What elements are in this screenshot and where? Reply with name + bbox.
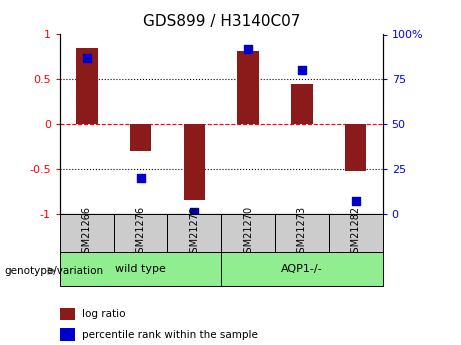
Title: GDS899 / H3140C07: GDS899 / H3140C07 (142, 14, 300, 29)
FancyBboxPatch shape (60, 214, 114, 252)
Point (83, 55, 90, 61)
Point (352, 199, 360, 204)
Bar (60, 308, 75, 320)
Text: GSM21266: GSM21266 (82, 206, 92, 259)
FancyBboxPatch shape (167, 214, 221, 252)
Bar (76, 48, 98, 124)
Point (191, 209, 198, 215)
Text: GSM21279: GSM21279 (189, 206, 200, 259)
Text: GSM21273: GSM21273 (297, 206, 307, 259)
Point (137, 175, 144, 181)
Text: GSM21276: GSM21276 (136, 206, 146, 259)
Text: GSM21270: GSM21270 (243, 206, 253, 259)
FancyBboxPatch shape (329, 214, 383, 252)
FancyBboxPatch shape (114, 214, 167, 252)
Text: AQP1-/-: AQP1-/- (281, 264, 323, 274)
FancyBboxPatch shape (221, 214, 275, 252)
FancyBboxPatch shape (60, 252, 221, 286)
Text: percentile rank within the sample: percentile rank within the sample (82, 330, 258, 339)
Text: log ratio: log ratio (82, 309, 125, 319)
Text: GSM21282: GSM21282 (351, 206, 361, 259)
Point (244, 46, 252, 52)
Bar (130, 124, 151, 151)
Bar (345, 124, 366, 171)
Point (298, 68, 306, 73)
Bar (183, 124, 205, 200)
Text: wild type: wild type (115, 264, 166, 274)
Bar (237, 51, 259, 124)
FancyBboxPatch shape (221, 252, 383, 286)
Text: genotype/variation: genotype/variation (5, 266, 104, 276)
Bar (60, 328, 75, 341)
Bar (291, 84, 313, 124)
FancyBboxPatch shape (275, 214, 329, 252)
